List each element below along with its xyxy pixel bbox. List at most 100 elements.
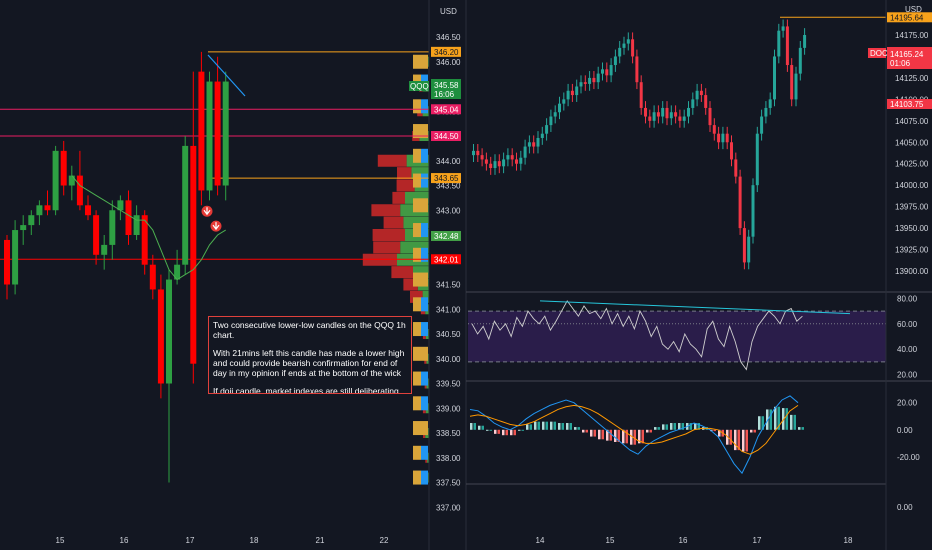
macd-hist-bar xyxy=(574,427,577,430)
candle-body xyxy=(661,107,665,117)
candle-body xyxy=(773,56,776,100)
candle-body xyxy=(609,65,613,76)
tag-345: 345.04 xyxy=(434,105,459,114)
macd-tick-label: 0.00 xyxy=(897,426,913,435)
annotation-line-2: With 21mins left this candle has made a … xyxy=(213,348,405,378)
macd-hist-bar xyxy=(569,423,572,430)
candle-body xyxy=(76,175,83,206)
macd-hist-bar xyxy=(598,429,601,440)
macd-hist-bar xyxy=(761,416,764,430)
macd-hist-bar xyxy=(502,429,505,436)
volume-side-bar xyxy=(413,124,421,139)
volume-side-bar xyxy=(421,371,428,386)
candle-body xyxy=(558,103,561,113)
candle-body xyxy=(182,145,189,265)
qqq-time-axis: 15 16 17 18 21 22 xyxy=(56,536,389,545)
candle-body xyxy=(214,81,221,186)
tag-resistance: 346.20 xyxy=(434,48,459,57)
candle-body xyxy=(592,77,596,83)
candle-body xyxy=(85,205,91,216)
candle-body xyxy=(717,133,721,143)
volume-side-bar xyxy=(421,421,428,436)
volume-down-bar xyxy=(391,266,413,279)
doc-time-axis: 14 15 16 17 18 xyxy=(536,536,853,545)
macd-hist-bar xyxy=(478,425,481,430)
y-tick-label: 337.50 xyxy=(436,479,461,488)
candle-body xyxy=(222,81,229,186)
candle-body xyxy=(562,99,566,104)
currency-label: USD xyxy=(440,7,457,16)
candle-body xyxy=(532,142,536,147)
current-price: 345.58 xyxy=(434,81,459,90)
volume-side-bar xyxy=(413,297,421,312)
candle-body xyxy=(506,155,510,160)
horizontal-levels xyxy=(0,51,429,260)
qqq-chart[interactable] xyxy=(0,51,429,485)
tag-orange-mid: 343.65 xyxy=(434,174,459,183)
macd-hist-bar xyxy=(793,414,796,430)
candle-body xyxy=(36,205,43,216)
candle-body xyxy=(510,155,514,160)
candle-body xyxy=(669,112,673,119)
macd-hist-bar xyxy=(550,421,553,430)
volume-side-bar xyxy=(413,54,421,69)
volume-side-bar xyxy=(421,198,428,213)
macd-hist-bar xyxy=(745,429,748,452)
macd-hist-bar xyxy=(529,424,532,430)
x-tick-label: 22 xyxy=(380,536,389,545)
candle-body xyxy=(738,176,742,229)
candle-body xyxy=(133,215,140,235)
volume-side-bar xyxy=(413,223,421,238)
volume-side-bar xyxy=(421,99,428,114)
candle-body xyxy=(725,133,729,143)
candle-body xyxy=(682,116,686,121)
macd-hist-bar xyxy=(633,429,636,445)
volume-side-bar xyxy=(421,124,428,139)
candle-body xyxy=(734,159,738,177)
macd-hist-bar xyxy=(689,423,692,430)
volume-up-bar xyxy=(427,452,429,463)
x-tick-label: 18 xyxy=(844,536,853,545)
annotation-box[interactable]: Two consecutive lower-low candles on the… xyxy=(208,316,412,394)
candle-body xyxy=(566,90,570,100)
macd-hist-bar xyxy=(606,429,609,441)
candle-body xyxy=(803,35,807,48)
tag-high-bg xyxy=(887,12,932,23)
macd-hist-bar xyxy=(521,429,524,431)
candle-body xyxy=(117,200,124,211)
macd-hist-bar xyxy=(681,423,684,430)
macd-hist-bar xyxy=(542,421,545,430)
rsi-tick-label: 80.00 xyxy=(897,294,918,303)
rsi-tick-label: 60.00 xyxy=(897,320,918,329)
candle-body xyxy=(484,159,488,164)
macd-hist-bar xyxy=(790,414,793,430)
candle-body xyxy=(760,116,764,134)
macd-hist-bar xyxy=(758,416,761,430)
x-tick-label: 16 xyxy=(120,536,129,545)
candle-body xyxy=(644,107,647,117)
macd-hist-bar xyxy=(769,409,772,430)
candle-body xyxy=(695,90,699,100)
candle-body xyxy=(497,161,501,167)
macd-hist-bar xyxy=(481,425,484,430)
candle-body xyxy=(60,150,67,186)
candle-body xyxy=(747,236,751,263)
macd-hist-bar xyxy=(665,424,668,430)
y-tick-label: 338.50 xyxy=(436,429,461,438)
macd-hist-bar xyxy=(729,429,732,445)
candle-body xyxy=(678,116,682,121)
macd-hist-bar xyxy=(497,429,500,434)
macd-hist-bar xyxy=(782,408,785,430)
volume-side-bar xyxy=(421,445,428,460)
volume-side-bar xyxy=(413,396,421,411)
volume-down-bar xyxy=(383,216,404,229)
x-tick-label: 16 xyxy=(679,536,688,545)
y-tick-label: 346.00 xyxy=(436,58,461,67)
candle-body xyxy=(764,107,768,117)
macd-hist-bar xyxy=(561,423,564,430)
macd-hist-bar xyxy=(593,429,596,437)
volume-down-bar xyxy=(392,191,405,204)
macd-hist-bar xyxy=(654,427,657,430)
rsi-line xyxy=(471,300,803,371)
candle-body xyxy=(648,116,652,121)
